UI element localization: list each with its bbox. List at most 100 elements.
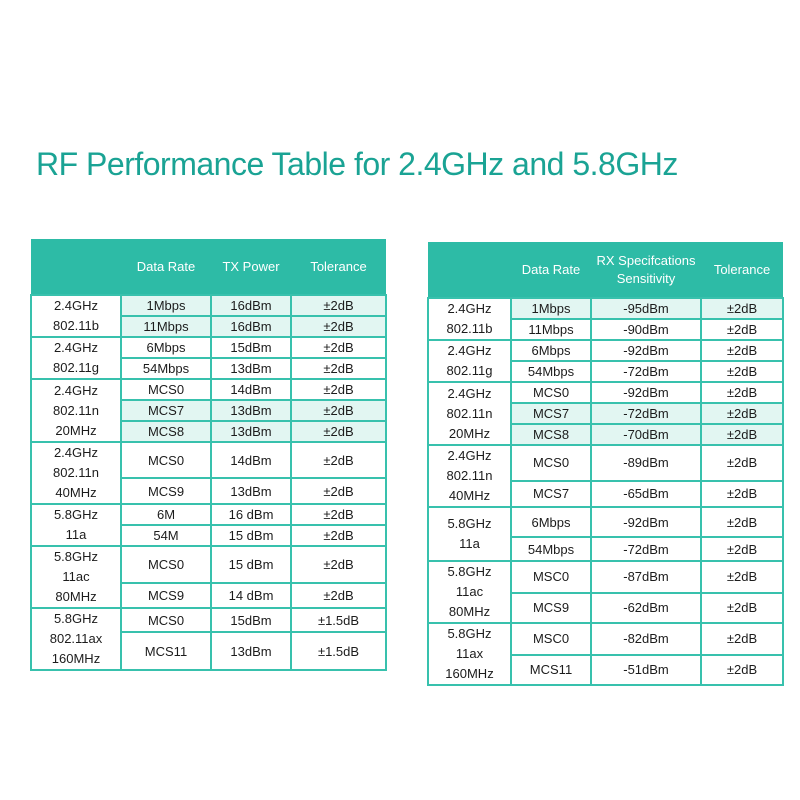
column-header: RX Specifcations Sensitivity xyxy=(591,242,701,298)
table-header-row: Data Rate TX Power Tolerance xyxy=(31,239,386,295)
data-rate-cell: MCS0 xyxy=(120,606,212,634)
table-row: 5.8GHz 11a 6Mbps -92dBm ±2dB xyxy=(427,506,784,562)
table-row: 5.8GHz 11ac 80MHz MCS0 15 dBm ±2dB xyxy=(30,544,387,609)
band-cell: 2.4GHz 802.11n 40MHz xyxy=(30,441,122,505)
data-rate-cell: MCS9 xyxy=(510,591,592,625)
data-rate-cell: 6Mbps xyxy=(510,339,592,362)
band-cell: 5.8GHz 802.11ax 160MHz xyxy=(30,607,122,671)
table-row: 2.4GHz 802.11b 1Mbps -95dBm ±2dB xyxy=(427,297,784,341)
table-row: 5.8GHz 11ac 80MHz MSC0 -87dBm ±2dB xyxy=(427,560,784,624)
value-cell: 16dBm xyxy=(210,315,292,338)
value-cell: 15dBm xyxy=(210,606,292,634)
table-row: 5.8GHz 802.11ax 160MHz MCS0 15dBm ±1.5dB xyxy=(30,606,387,671)
table-row: MCS8 13dBm ±2dB xyxy=(31,420,387,443)
tolerance-cell: ±2dB xyxy=(700,318,784,341)
value-cell: 13dBm xyxy=(210,631,292,671)
column-header xyxy=(31,239,121,295)
tolerance-cell: ±2dB xyxy=(700,360,784,383)
data-rate-cell: MSC0 xyxy=(510,622,592,656)
table-row: 11Mbps -90dBm ±2dB xyxy=(428,318,784,341)
table-row: MCS7 -72dBm ±2dB xyxy=(428,402,784,425)
table-row: MCS9 14 dBm ±2dB xyxy=(31,582,387,609)
band-cell: 2.4GHz 802.11b xyxy=(30,294,122,338)
table-row: 54M 15 dBm ±2dB xyxy=(31,524,387,547)
band-cell: 5.8GHz 11a xyxy=(427,506,512,562)
value-cell: -89dBm xyxy=(590,444,702,482)
tolerance-cell: ±2dB xyxy=(700,560,784,594)
data-rate-cell: MCS0 xyxy=(120,440,212,480)
value-cell: 14dBm xyxy=(210,378,292,401)
value-cell: 13dBm xyxy=(210,357,292,380)
band-cell: 2.4GHz 802.11n 20MHz xyxy=(427,381,512,446)
table-row: MCS9 13dBm ±2dB xyxy=(31,477,387,505)
band-cell: 5.8GHz 11ax 160MHz xyxy=(427,622,512,686)
tolerance-cell: ±2dB xyxy=(700,479,784,509)
table-row: MCS7 -65dBm ±2dB xyxy=(428,479,784,509)
table-row: 54Mbps -72dBm ±2dB xyxy=(428,360,784,383)
tolerance-cell: ±2dB xyxy=(700,381,784,404)
tolerance-cell: ±2dB xyxy=(700,339,784,362)
column-header: Tolerance xyxy=(701,242,783,298)
data-rate-cell: MCS9 xyxy=(120,477,212,505)
data-rate-cell: MCS8 xyxy=(120,420,212,443)
data-rate-cell: MCS11 xyxy=(510,653,592,687)
table-row: MCS11 -51dBm ±2dB xyxy=(428,653,784,687)
column-header: Data Rate xyxy=(511,242,591,298)
data-rate-cell: 11Mbps xyxy=(120,315,212,338)
tolerance-cell: ±1.5dB xyxy=(290,631,387,671)
band-cell: 5.8GHz 11ac 80MHz xyxy=(427,560,512,624)
tolerance-cell: ±2dB xyxy=(290,315,387,338)
value-cell: 15 dBm xyxy=(210,544,292,585)
data-rate-cell: MCS0 xyxy=(120,378,212,401)
band-cell: 2.4GHz 802.11g xyxy=(427,339,512,383)
table-row: 2.4GHz 802.11b 1Mbps 16dBm ±2dB xyxy=(30,294,387,338)
tolerance-cell: ±2dB xyxy=(700,297,784,320)
data-rate-cell: 1Mbps xyxy=(120,294,212,317)
value-cell: -82dBm xyxy=(590,622,702,656)
value-cell: -90dBm xyxy=(590,318,702,341)
band-cell: 2.4GHz 802.11g xyxy=(30,336,122,380)
data-rate-cell: 54Mbps xyxy=(510,536,592,562)
tolerance-cell: ±2dB xyxy=(700,591,784,625)
data-rate-cell: MCS11 xyxy=(120,631,212,671)
tolerance-cell: ±2dB xyxy=(290,544,387,585)
tolerance-cell: ±2dB xyxy=(290,477,387,505)
value-cell: -72dBm xyxy=(590,360,702,383)
data-rate-cell: MCS7 xyxy=(510,479,592,509)
table-row: MCS11 13dBm ±1.5dB xyxy=(31,631,387,671)
band-cell: 5.8GHz 11a xyxy=(30,503,122,547)
data-rate-cell: 54Mbps xyxy=(120,357,212,380)
value-cell: -92dBm xyxy=(590,381,702,404)
column-header xyxy=(428,242,511,298)
data-rate-cell: 6Mbps xyxy=(120,336,212,359)
value-cell: -62dBm xyxy=(590,591,702,625)
table-row: 54Mbps 13dBm ±2dB xyxy=(31,357,387,380)
data-rate-cell: MCS9 xyxy=(120,582,212,609)
band-cell: 2.4GHz 802.11b xyxy=(427,297,512,341)
tolerance-cell: ±2dB xyxy=(700,444,784,482)
value-cell: 13dBm xyxy=(210,477,292,505)
data-rate-cell: MCS0 xyxy=(510,381,592,404)
tolerance-cell: ±2dB xyxy=(700,653,784,687)
table-row: MCS8 -70dBm ±2dB xyxy=(428,423,784,446)
table-row: 2.4GHz 802.11n 20MHz MCS0 14dBm ±2dB xyxy=(30,378,387,443)
value-cell: -51dBm xyxy=(590,653,702,687)
data-rate-cell: 54Mbps xyxy=(510,360,592,383)
data-rate-cell: MCS0 xyxy=(120,544,212,585)
tolerance-cell: ±2dB xyxy=(290,357,387,380)
data-rate-cell: 1Mbps xyxy=(510,297,592,320)
column-header: Tolerance xyxy=(291,239,386,295)
value-cell: 16dBm xyxy=(210,294,292,317)
tolerance-cell: ±2dB xyxy=(290,420,387,443)
value-cell: -92dBm xyxy=(590,339,702,362)
table-row: 2.4GHz 802.11n 40MHz MCS0 14dBm ±2dB xyxy=(30,440,387,505)
value-cell: -70dBm xyxy=(590,423,702,446)
band-cell: 2.4GHz 802.11n 40MHz xyxy=(427,444,512,508)
tolerance-cell: ±2dB xyxy=(290,294,387,317)
value-cell: -92dBm xyxy=(590,506,702,538)
data-rate-cell: 6Mbps xyxy=(510,506,592,538)
table-row: 5.8GHz 11a 6M 16 dBm ±2dB xyxy=(30,503,387,547)
tolerance-cell: ±2dB xyxy=(700,506,784,538)
column-header: Data Rate xyxy=(121,239,211,295)
data-rate-cell: MCS7 xyxy=(510,402,592,425)
